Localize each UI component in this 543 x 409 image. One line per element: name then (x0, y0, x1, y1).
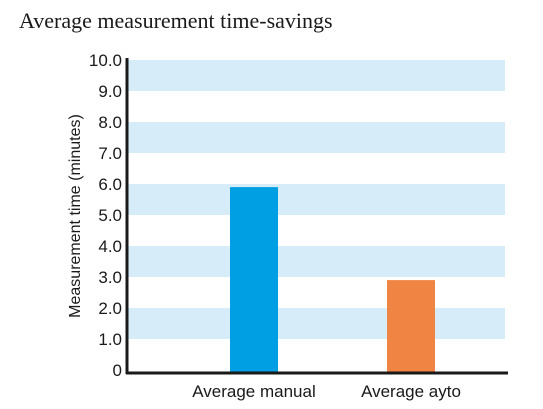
grid-band (128, 122, 505, 153)
y-tick-labels: 0 1.0 2.0 3.0 4.0 5.0 6.0 7.0 8.0 9.0 10.0 (89, 51, 122, 380)
x-category-labels: Average manual Average ayto (192, 382, 461, 401)
chart-title: Average measurement time-savings (19, 8, 333, 33)
y-tick-label: 3.0 (98, 268, 122, 287)
bars (230, 187, 435, 372)
grid-band (128, 308, 505, 339)
bar-average-ayto (387, 280, 435, 372)
y-tick-label: 0 (113, 361, 122, 380)
y-tick-label: 6.0 (98, 175, 122, 194)
y-tick-label: 10.0 (89, 51, 122, 70)
y-tick-label: 2.0 (98, 299, 122, 318)
x-category-label: Average manual (192, 382, 316, 401)
y-tick-label: 1.0 (98, 330, 122, 349)
grid-band (128, 60, 505, 91)
y-tick-label: 5.0 (98, 206, 122, 225)
x-category-label: Average ayto (361, 382, 461, 401)
axes (125, 58, 508, 375)
y-tick-label: 7.0 (98, 144, 122, 163)
y-tick-label: 8.0 (98, 113, 122, 132)
y-tick-label: 9.0 (98, 82, 122, 101)
grid-bands (128, 60, 505, 339)
y-axis-title: Measurement time (minutes) (67, 114, 84, 318)
grid-band (128, 246, 505, 277)
grid-band (128, 184, 505, 215)
y-tick-label: 4.0 (98, 237, 122, 256)
bar-average-manual (230, 187, 278, 372)
